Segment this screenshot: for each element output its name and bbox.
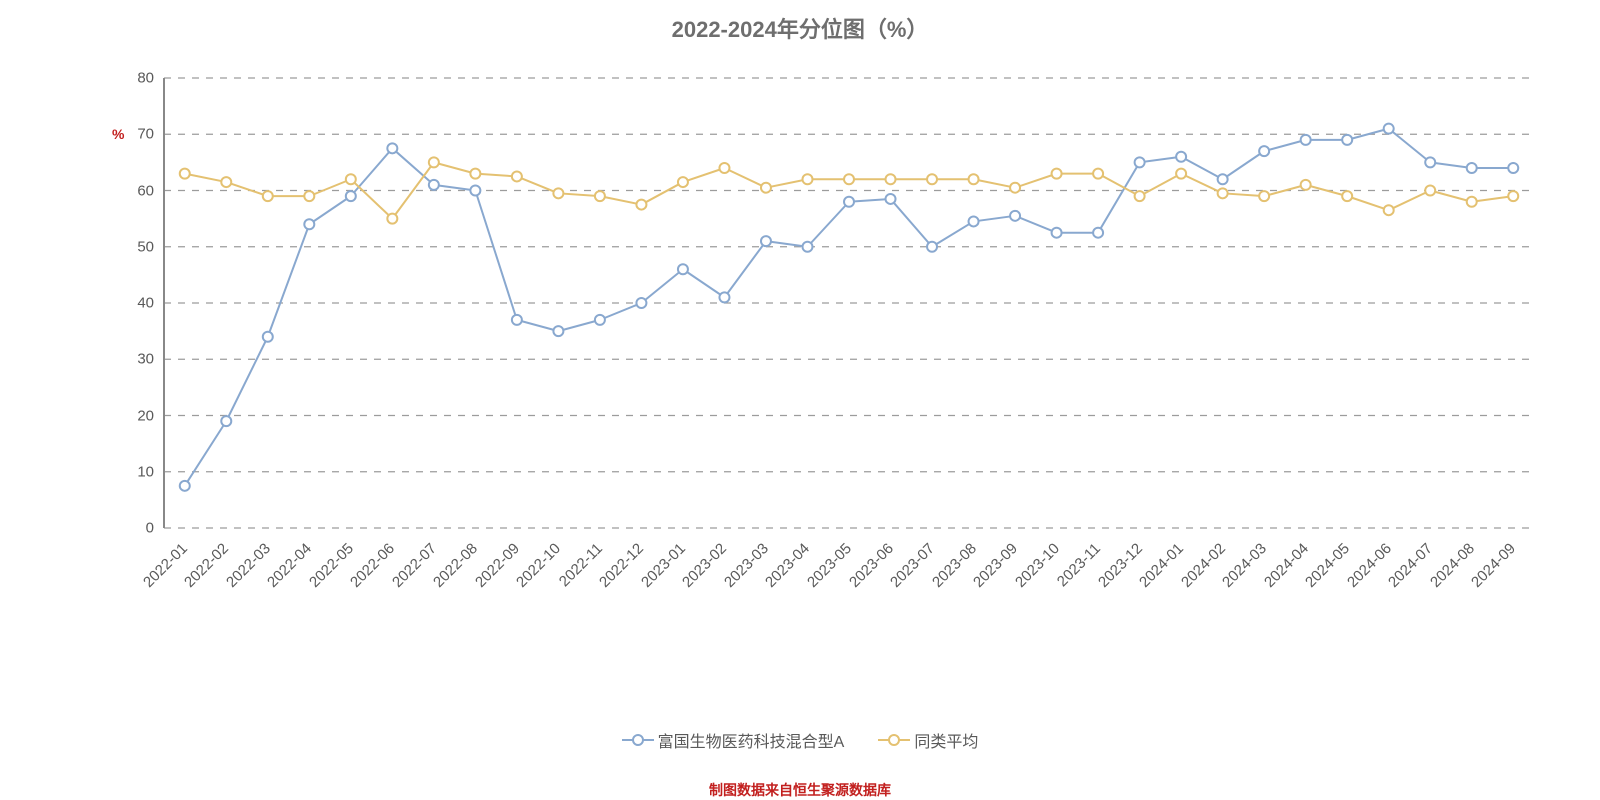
- series-marker-1: [595, 191, 605, 201]
- series-marker-1: [221, 177, 231, 187]
- series-marker-1: [180, 169, 190, 179]
- series-marker-1: [1135, 191, 1145, 201]
- series-marker-0: [969, 216, 979, 226]
- series-marker-0: [678, 264, 688, 274]
- y-tick-label: 40: [124, 295, 154, 312]
- y-tick-label: 30: [124, 351, 154, 368]
- legend-item-0: 富国生物医药科技混合型A: [622, 728, 845, 752]
- series-marker-1: [429, 157, 439, 167]
- series-marker-1: [1259, 191, 1269, 201]
- series-marker-1: [387, 214, 397, 224]
- series-marker-1: [304, 191, 314, 201]
- legend-swatch-1: [878, 733, 910, 747]
- series-marker-1: [1301, 180, 1311, 190]
- series-marker-1: [927, 174, 937, 184]
- series-marker-0: [263, 332, 273, 342]
- y-tick-label: 10: [124, 463, 154, 480]
- series-marker-0: [1467, 163, 1477, 173]
- series-marker-0: [1093, 228, 1103, 238]
- legend-item-1: 同类平均: [878, 728, 978, 752]
- y-tick-label: 20: [124, 407, 154, 424]
- series-marker-0: [429, 180, 439, 190]
- series-marker-0: [346, 191, 356, 201]
- series-marker-1: [678, 177, 688, 187]
- series-marker-0: [1010, 211, 1020, 221]
- series-marker-0: [1508, 163, 1518, 173]
- series-marker-0: [221, 416, 231, 426]
- series-marker-1: [1384, 205, 1394, 215]
- series-marker-1: [1425, 186, 1435, 196]
- series-marker-0: [636, 298, 646, 308]
- legend-swatch-0: [622, 733, 654, 747]
- y-tick-label: 50: [124, 238, 154, 255]
- series-marker-0: [1218, 174, 1228, 184]
- series-marker-1: [844, 174, 854, 184]
- series-marker-1: [761, 183, 771, 193]
- series-marker-0: [1301, 135, 1311, 145]
- series-marker-1: [553, 188, 563, 198]
- y-tick-label: 70: [124, 126, 154, 143]
- series-marker-0: [1342, 135, 1352, 145]
- chart-legend: 富国生物医药科技混合型A 同类平均: [0, 728, 1600, 752]
- series-marker-1: [346, 174, 356, 184]
- series-marker-0: [595, 315, 605, 325]
- series-marker-0: [844, 197, 854, 207]
- series-marker-1: [263, 191, 273, 201]
- series-marker-1: [1176, 169, 1186, 179]
- series-marker-0: [886, 194, 896, 204]
- series-marker-0: [719, 292, 729, 302]
- series-marker-0: [180, 481, 190, 491]
- series-marker-0: [761, 236, 771, 246]
- series-marker-0: [304, 219, 314, 229]
- series-marker-1: [969, 174, 979, 184]
- series-marker-1: [1052, 169, 1062, 179]
- series-marker-1: [636, 200, 646, 210]
- series-marker-1: [1342, 191, 1352, 201]
- series-marker-0: [387, 143, 397, 153]
- series-marker-0: [1259, 146, 1269, 156]
- series-marker-0: [470, 186, 480, 196]
- series-marker-1: [470, 169, 480, 179]
- series-marker-0: [1052, 228, 1062, 238]
- legend-label-0: 富国生物医药科技混合型A: [658, 728, 845, 752]
- legend-label-1: 同类平均: [914, 728, 978, 752]
- series-marker-0: [802, 242, 812, 252]
- series-marker-1: [1010, 183, 1020, 193]
- series-marker-0: [927, 242, 937, 252]
- chart-footer: 制图数据来自恒生聚源数据库: [0, 780, 1600, 800]
- series-marker-1: [1508, 191, 1518, 201]
- series-marker-0: [1384, 124, 1394, 134]
- series-marker-0: [1176, 152, 1186, 162]
- series-marker-1: [1467, 197, 1477, 207]
- series-marker-1: [802, 174, 812, 184]
- y-tick-label: 0: [124, 520, 154, 537]
- series-marker-0: [553, 326, 563, 336]
- series-marker-0: [1425, 157, 1435, 167]
- series-marker-0: [512, 315, 522, 325]
- y-tick-label: 60: [124, 182, 154, 199]
- series-marker-0: [1135, 157, 1145, 167]
- series-marker-1: [512, 171, 522, 181]
- series-marker-1: [719, 163, 729, 173]
- series-marker-1: [1093, 169, 1103, 179]
- series-marker-1: [886, 174, 896, 184]
- series-marker-1: [1218, 188, 1228, 198]
- chart-plot: [0, 0, 1600, 800]
- y-tick-label: 80: [124, 70, 154, 87]
